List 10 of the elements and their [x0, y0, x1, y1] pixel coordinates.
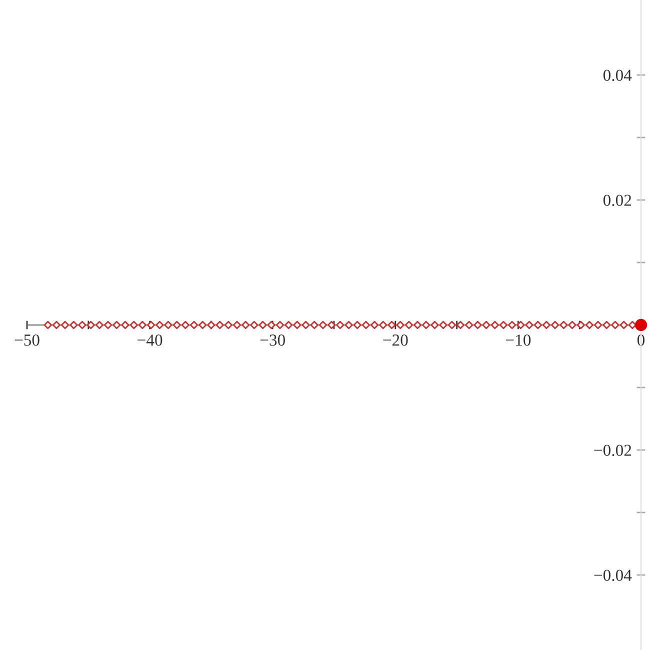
- x-tick-label: −20: [383, 334, 408, 346]
- x-tick-label: −30: [260, 334, 285, 346]
- y-tick-label: 0.02: [603, 194, 632, 206]
- x-tick-label: −10: [506, 334, 531, 346]
- x-tick-label: −40: [138, 334, 162, 346]
- x-tick-label: −50: [14, 334, 40, 346]
- x-tick-label: 0: [637, 334, 645, 346]
- y-tick-label: 0.04: [603, 70, 632, 82]
- y-tick-label: −0.02: [594, 444, 632, 456]
- y-tick-label: −0.04: [594, 570, 632, 582]
